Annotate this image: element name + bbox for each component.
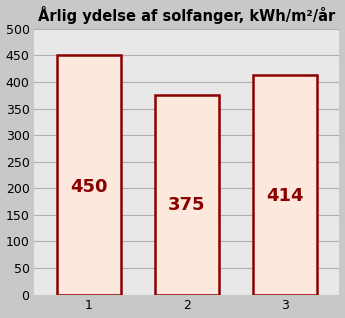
Text: 375: 375 xyxy=(168,196,206,214)
Bar xyxy=(57,55,120,294)
Text: 450: 450 xyxy=(70,178,107,196)
Text: 414: 414 xyxy=(267,187,304,204)
Bar xyxy=(253,75,317,294)
Bar xyxy=(155,95,219,294)
Title: Årlig ydelse af solfanger, kWh/m²/år: Årlig ydelse af solfanger, kWh/m²/år xyxy=(38,5,336,24)
